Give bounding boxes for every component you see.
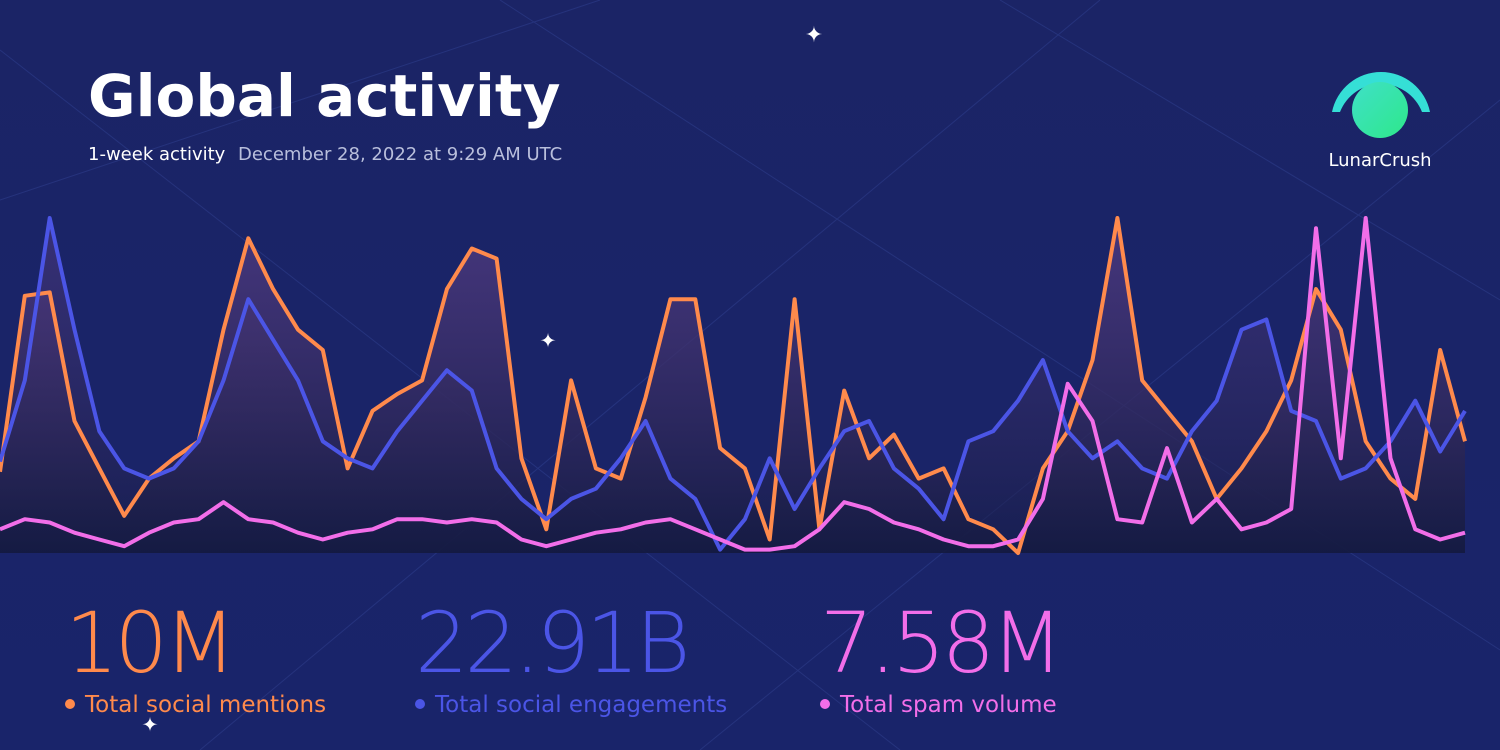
sparkle: ✦: [540, 329, 557, 353]
logo: LunarCrush: [1328, 71, 1432, 171]
legend-label: Total social engagements: [434, 692, 727, 718]
brand: LunarCrush: [1328, 150, 1431, 171]
legend-label: Total spam volume: [839, 692, 1057, 718]
legend-label: Total social mentions: [84, 692, 326, 718]
line: [0, 216, 1467, 555]
area: [0, 218, 1465, 553]
legend-dot: [65, 699, 75, 709]
legend-dot: [415, 699, 425, 709]
logo-arc: [1332, 71, 1430, 112]
stat-total: 7.58M: [820, 594, 1060, 692]
title: Global activity: [88, 62, 560, 130]
stat-total: 10M: [65, 594, 232, 692]
plot: [0, 216, 1467, 555]
sparkle: ✦: [142, 713, 159, 737]
line: [0, 216, 1466, 552]
period: 1-week activity: [88, 144, 226, 165]
timestamp: December 28, 2022 at 9:29 AM UTC: [238, 144, 562, 165]
legend-dot: [820, 699, 830, 709]
logo-moon: [1352, 82, 1408, 138]
sparkle: ✦: [805, 23, 823, 48]
line: [0, 216, 1467, 552]
stat-total: 22.91B: [415, 594, 686, 692]
